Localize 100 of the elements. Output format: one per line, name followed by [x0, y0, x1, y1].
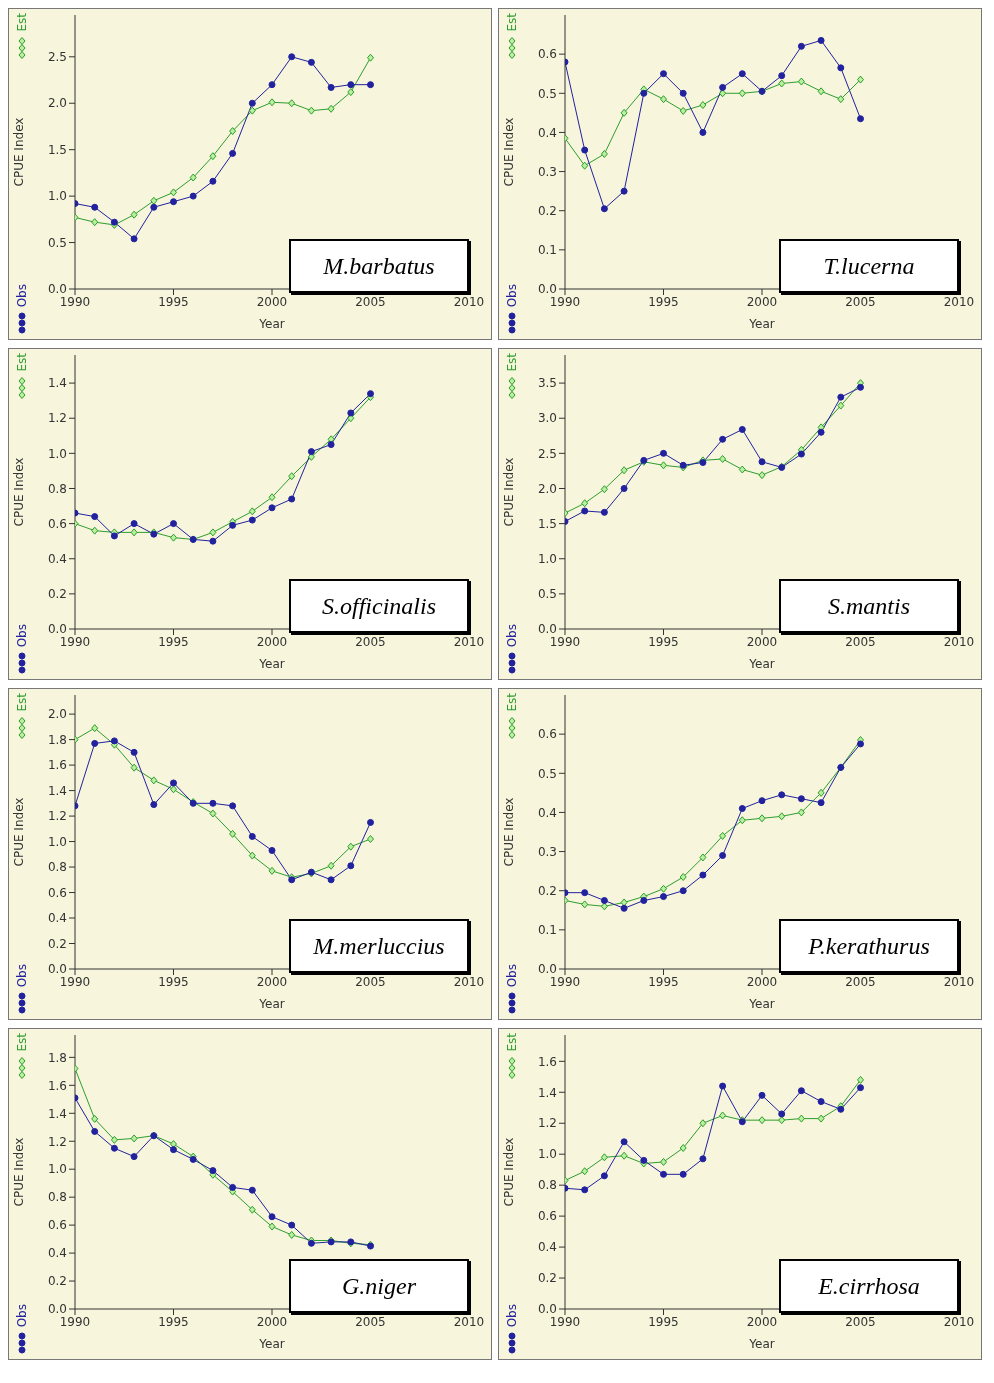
- y-tick-label: 0.5: [537, 766, 557, 781]
- x-tick-label: 2010: [943, 634, 975, 649]
- text: Est: [505, 13, 519, 32]
- y-tick-label: 0.0: [47, 1302, 67, 1317]
- y-axis-title: CPUE Index: [502, 457, 517, 527]
- y-tick-label: 1.0: [47, 834, 67, 849]
- x-axis-title: Year: [258, 656, 285, 671]
- y-axis-title: CPUE Index: [12, 1137, 27, 1207]
- y-tick-label: 0.4: [47, 552, 67, 566]
- text: Obs: [15, 283, 29, 307]
- label-box: T.lucerna: [779, 239, 959, 293]
- y-tick-label: 0.4: [537, 805, 557, 820]
- y-tick-label: 1.2: [47, 809, 67, 824]
- y-tick-label: 0.6: [537, 47, 557, 62]
- x-tick-label: 2000: [256, 974, 288, 989]
- y-tick-label: 0.5: [537, 587, 557, 602]
- x-tick-label: 1995: [648, 294, 679, 309]
- y-tick-label: 1.8: [47, 1050, 67, 1065]
- x-tick-label: 1995: [158, 294, 189, 309]
- y-tick-label: 1.0: [537, 1147, 557, 1162]
- y-tick-label: 3.0: [537, 411, 557, 426]
- x-tick-label: 2010: [943, 294, 975, 309]
- y-tick-label: 0.8: [47, 1190, 67, 1205]
- text: Obs: [505, 623, 519, 647]
- y-tick-label: 1.4: [47, 783, 67, 798]
- y-tick-label: 1.4: [47, 376, 67, 391]
- y-tick-label: 1.4: [537, 1085, 557, 1100]
- x-tick-label: 1990: [549, 974, 581, 989]
- text: Est: [505, 353, 519, 372]
- x-tick-label: 2000: [746, 974, 778, 989]
- y-tick-label: 0.0: [47, 282, 67, 297]
- y-tick-label: 1.0: [47, 1162, 67, 1177]
- y-tick-label: 1.2: [537, 1116, 557, 1131]
- y-tick-label: 1.5: [537, 516, 557, 531]
- text: Obs: [15, 623, 29, 647]
- x-tick-label: 2000: [256, 634, 288, 649]
- x-tick-label: 2005: [845, 294, 876, 309]
- label-box: M.barbatus: [289, 239, 469, 293]
- y-tick-label: 0.2: [537, 203, 557, 218]
- x-tick-label: 2010: [453, 634, 485, 649]
- label-box: G.niger: [289, 1259, 469, 1313]
- text: Est: [15, 353, 29, 372]
- y-axis-title: CPUE Index: [502, 117, 517, 187]
- x-tick-label: 2005: [355, 634, 386, 649]
- text: Obs: [505, 1303, 519, 1327]
- x-tick-label: 1990: [549, 634, 581, 649]
- y-axis-title: CPUE Index: [12, 457, 27, 527]
- y-tick-label: 0.5: [47, 235, 67, 250]
- y-tick-label: 1.5: [47, 142, 67, 157]
- x-tick-label: 1990: [59, 1314, 91, 1329]
- x-tick-label: 2010: [453, 294, 485, 309]
- y-axis-title: CPUE Index: [502, 1137, 517, 1207]
- x-tick-label: 1990: [59, 294, 91, 309]
- y-tick-label: 0.0: [537, 1302, 557, 1317]
- y-tick-label: 1.6: [47, 758, 67, 773]
- y-tick-label: 0.1: [537, 243, 557, 258]
- text: Obs: [15, 963, 29, 987]
- y-tick-label: 1.2: [47, 411, 67, 426]
- y-tick-label: 0.0: [537, 282, 557, 297]
- y-tick-label: 0.6: [47, 516, 67, 531]
- x-axis-title: Year: [748, 1336, 775, 1351]
- y-axis-title: CPUE Index: [12, 117, 27, 187]
- y-tick-label: 0.4: [537, 1240, 557, 1255]
- text: Obs: [505, 283, 519, 307]
- y-tick-label: 0.4: [47, 1246, 67, 1261]
- y-tick-label: 0.5: [537, 86, 557, 101]
- x-tick-label: 1995: [648, 974, 679, 989]
- x-tick-label: 1990: [549, 1314, 581, 1329]
- y-tick-label: 0.0: [537, 962, 557, 977]
- text: Est: [505, 693, 519, 712]
- y-axis-title: CPUE Index: [12, 797, 27, 867]
- y-tick-label: 1.0: [537, 552, 557, 566]
- y-tick-label: 1.2: [47, 1134, 67, 1149]
- y-tick-label: 3.5: [537, 376, 557, 391]
- x-axis-title: Year: [258, 996, 285, 1011]
- y-tick-label: 0.2: [47, 936, 67, 951]
- label-box: P.kerathurus: [779, 919, 959, 973]
- x-tick-label: 2005: [355, 974, 386, 989]
- text: Est: [15, 693, 29, 712]
- x-tick-label: 1990: [59, 974, 91, 989]
- x-tick-label: 2000: [746, 294, 778, 309]
- x-tick-label: 2010: [453, 1314, 485, 1329]
- y-tick-label: 0.6: [47, 1218, 67, 1233]
- y-tick-label: 2.0: [537, 481, 557, 496]
- x-axis-title: Year: [748, 996, 775, 1011]
- y-tick-label: 0.3: [537, 164, 557, 179]
- label-box: E.cirrhosa: [779, 1259, 959, 1313]
- y-tick-label: 0.6: [537, 1209, 557, 1224]
- text: Est: [15, 13, 29, 32]
- y-tick-label: 0.8: [537, 1178, 557, 1193]
- text: Est: [15, 1033, 29, 1052]
- y-tick-label: 0.4: [537, 125, 557, 140]
- label-box: S.officinalis: [289, 579, 469, 633]
- text: Obs: [505, 963, 519, 987]
- y-tick-label: 0.4: [47, 911, 67, 926]
- x-tick-label: 2005: [845, 974, 876, 989]
- y-tick-label: 0.2: [537, 883, 557, 898]
- x-tick-label: 1995: [158, 634, 189, 649]
- x-tick-label: 2005: [355, 294, 386, 309]
- y-tick-label: 0.0: [47, 962, 67, 977]
